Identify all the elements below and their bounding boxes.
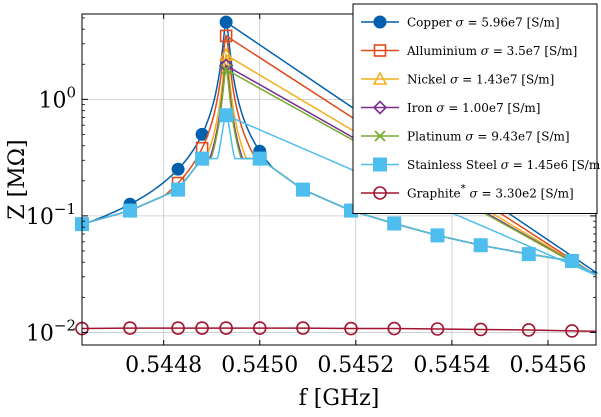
legend-marker <box>373 15 387 29</box>
legend-marker <box>372 100 388 115</box>
legend-label: Copper σ = 5.96e7 [S/m] <box>407 16 560 30</box>
data-point <box>219 15 233 29</box>
data-point <box>521 323 536 337</box>
data-point <box>195 151 210 166</box>
data-point <box>295 182 310 197</box>
legend-label: Iron σ = 1.00e7 [S/m] <box>407 101 540 115</box>
legend: Copper σ = 5.96e7 [S/m] Alluminium σ = 3.… <box>352 3 601 214</box>
data-point <box>473 238 488 253</box>
y-tick-label: 10−2 <box>26 316 76 346</box>
data-point <box>219 29 233 43</box>
data-point <box>171 182 186 197</box>
data-point <box>387 321 402 336</box>
legend-entry: Nickel σ = 1.43e7 [S/m] <box>361 71 554 87</box>
legend-marker <box>373 157 387 172</box>
series-line <box>81 327 597 332</box>
legend-entry: Alluminium σ = 3.5e7 [S/m] <box>361 44 577 58</box>
legend-label: Stainless Steel σ = 1.45e6 [S/m] <box>407 158 601 172</box>
legend-entry: Iron σ = 1.00e7 [S/m] <box>361 100 540 115</box>
y-axis-label: Z [MΩ] <box>5 139 30 219</box>
legend-marker <box>374 130 386 142</box>
x-tick-label: 0.5454 <box>413 353 490 378</box>
data-point <box>296 321 310 335</box>
legend-label: Platinum σ = 9.43e7 [S/m] <box>407 130 570 144</box>
y-tick-label: 100 <box>38 83 76 113</box>
data-point <box>123 321 137 335</box>
data-point <box>252 321 267 335</box>
x-tick-label: 0.5450 <box>221 353 298 378</box>
legend-entry: Copper σ = 5.96e7 [S/m] <box>361 15 560 30</box>
legend-label: Graphite* σ = 3.30e2 [S/m] <box>407 184 574 201</box>
data-point <box>473 322 488 337</box>
data-point <box>123 203 138 218</box>
x-tick-label: 0.5448 <box>125 353 202 378</box>
data-point <box>521 247 536 262</box>
data-point <box>344 321 358 336</box>
legend-entry: Platinum σ = 9.43e7 [S/m] <box>361 130 570 144</box>
series-stainless-steel <box>75 108 597 276</box>
y-tick-label: 10−1 <box>26 200 76 230</box>
data-point <box>387 216 402 231</box>
data-point <box>430 228 445 243</box>
legend-marker <box>373 186 387 200</box>
ticks: 0.5448 0.5450 0.5452 0.5454 0.5456 10−2 10−1 10… <box>26 14 596 378</box>
legend-marker <box>373 44 387 57</box>
legend-marker <box>372 71 388 85</box>
x-tick-label: 0.5456 <box>509 353 586 378</box>
data-point <box>565 324 579 338</box>
series-graphite <box>75 321 597 338</box>
x-tick-label: 0.5452 <box>317 353 394 378</box>
series-layer <box>74 15 599 338</box>
data-point <box>171 162 185 176</box>
data-point <box>220 63 232 76</box>
data-point <box>252 151 267 166</box>
data-point <box>430 322 445 336</box>
data-point <box>219 321 233 335</box>
legend-label: Alluminium σ = 3.5e7 [S/m] <box>406 44 577 58</box>
data-point <box>219 108 234 123</box>
legend-entry: Stainless Steel σ = 1.45e6 [S/m] <box>361 157 601 172</box>
legend-label: Nickel σ = 1.43e7 [S/m] <box>407 73 554 87</box>
x-axis-label: f [GHz] <box>299 386 380 411</box>
data-point <box>195 321 209 335</box>
series-line <box>81 113 597 276</box>
legend-box <box>352 3 598 214</box>
data-point <box>564 254 579 269</box>
data-point <box>171 321 185 335</box>
legend-entry: Graphite* σ = 3.30e2 [S/m] <box>361 184 574 201</box>
